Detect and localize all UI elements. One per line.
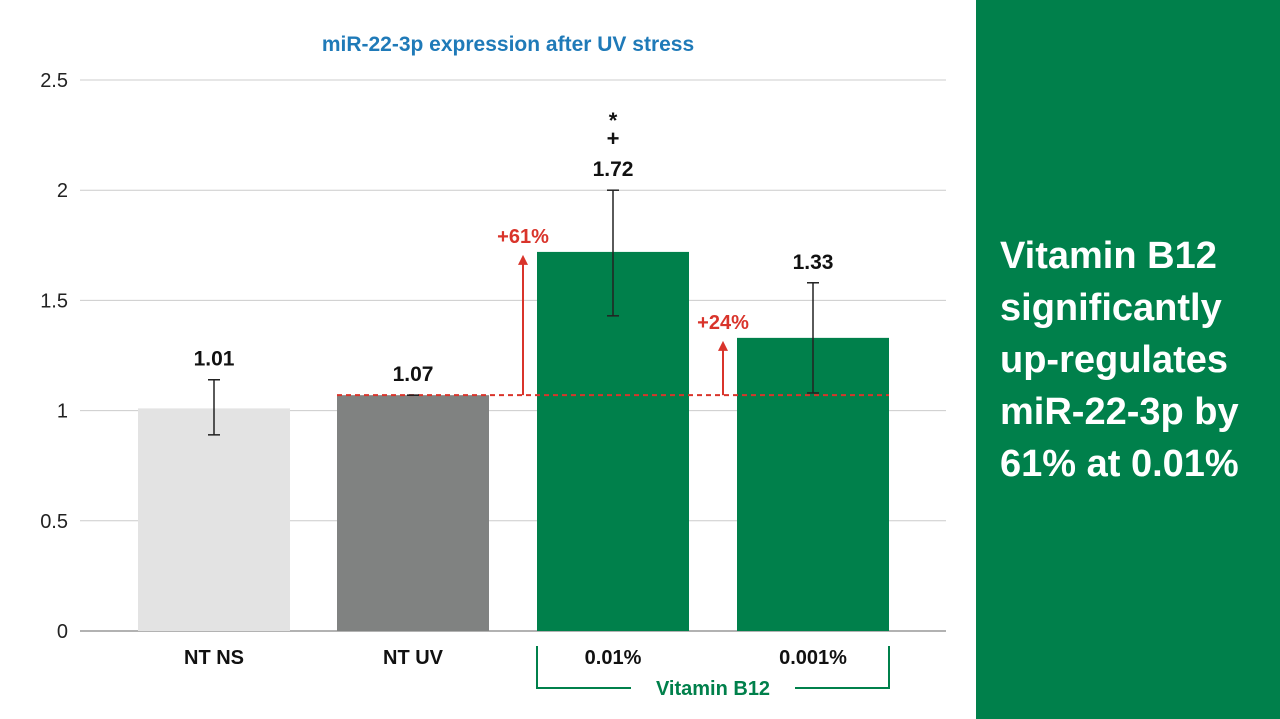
category-label: 0.001% [779, 647, 847, 669]
value-label: 1.33 [793, 251, 834, 274]
chart-title: miR-22-3p expression after UV stress [322, 33, 694, 56]
category-label: NT NS [184, 647, 244, 669]
bar [138, 408, 290, 631]
error-bars [208, 189, 819, 436]
value-label: 1.07 [393, 363, 434, 386]
chart-area: miR-22-3p expression after UV stress 0 0.… [40, 33, 946, 700]
category-label: NT UV [383, 647, 444, 669]
labels: NT NS NT UV 0.01% 0.001% 1.01 1.07 1.72 1.33 *+ +… [184, 108, 890, 700]
significance-marker: + [607, 126, 620, 151]
y-tick-label: 0.5 [40, 511, 68, 533]
increase-label: +24% [697, 312, 749, 334]
bar [337, 395, 489, 631]
category-label: 0.01% [585, 647, 642, 669]
group-bracket-left [536, 646, 631, 689]
side-panel-text: Vitamin B12 significantly up-regulates m… [1000, 235, 1239, 485]
reference-line-group [337, 254, 889, 397]
significance-marker: * [609, 108, 618, 133]
increase-label: +61% [497, 226, 549, 248]
arrow-head-icon [518, 254, 528, 265]
y-tick-label: 2.5 [40, 70, 68, 92]
group-bracket-right [795, 646, 890, 689]
value-label: 1.72 [593, 158, 634, 181]
side-panel: Vitamin B12 significantly up-regulates m… [976, 0, 1280, 719]
y-tick-label: 2 [57, 180, 68, 202]
arrow-head-icon [718, 340, 728, 351]
y-tick-label: 1.5 [40, 290, 68, 312]
bars [138, 251, 889, 632]
y-tick-label: 0 [57, 621, 68, 643]
y-tick-label: 1 [57, 401, 68, 423]
value-label: 1.01 [194, 348, 235, 371]
bar-chart: miR-22-3p expression after UV stress 0 0.… [40, 33, 946, 700]
group-label: Vitamin B12 [656, 678, 770, 700]
